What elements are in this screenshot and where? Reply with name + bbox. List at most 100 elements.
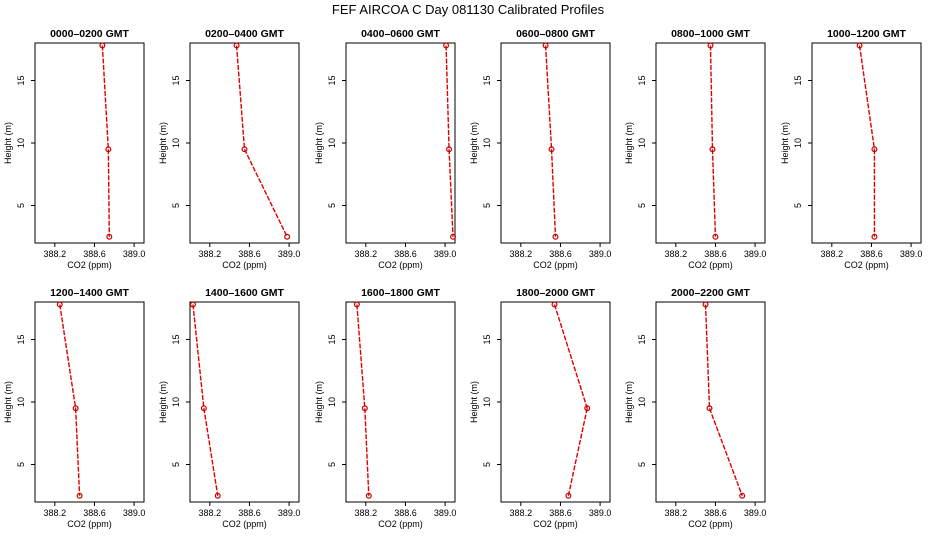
y-tick-label: 5: [482, 203, 492, 208]
chart-panel: 1600–1800 GMT 388.2 388.6 389.0 5 10 15 CO2 (pp…: [314, 287, 456, 529]
x-tick-label: 389.0: [123, 249, 146, 259]
y-axis-label: Height (m): [469, 122, 479, 164]
chart-panel: 0800–1000 GMT 388.2 388.6 389.0 5 10 15 CO2 (pp…: [624, 28, 766, 270]
x-tick-label: 389.0: [278, 249, 301, 259]
x-axis-label: CO2 (ppm): [378, 519, 423, 529]
x-tick-label: 389.0: [434, 508, 457, 518]
data-point: [871, 146, 878, 153]
y-axis-label: Height (m): [624, 122, 634, 164]
x-axis-label: CO2 (ppm): [67, 519, 112, 529]
series-segment: [550, 149, 557, 237]
y-tick-label: 10: [171, 397, 181, 407]
x-axis-label: CO2 (ppm): [688, 260, 733, 270]
x-axis-label: CO2 (ppm): [222, 260, 267, 270]
series-segment: [858, 45, 876, 150]
y-tick-label: 15: [327, 334, 337, 344]
series-segment: [445, 45, 450, 150]
data-point: [552, 233, 559, 240]
data-point: [739, 492, 746, 499]
x-tick-label: 388.2: [199, 249, 222, 259]
data-point: [99, 42, 106, 49]
panel-title: 0200–0400 GMT: [205, 28, 284, 40]
y-tick-label: 10: [482, 138, 492, 148]
data-point: [106, 233, 113, 240]
data-point: [542, 42, 549, 49]
series-segment: [356, 304, 366, 409]
chart-panel: 1800–2000 GMT 388.2 388.6 389.0 5 10 15 CO2 (pp…: [469, 287, 611, 529]
y-tick-label: 5: [482, 462, 492, 467]
y-axis-label: Height (m): [469, 381, 479, 423]
x-tick-label: 388.2: [821, 249, 844, 259]
x-tick-label: 388.2: [665, 249, 688, 259]
x-tick-label: 389.0: [589, 508, 612, 518]
y-tick-label: 5: [637, 462, 647, 467]
x-axis-label: CO2 (ppm): [533, 260, 578, 270]
y-tick-label: 5: [327, 462, 337, 467]
data-point: [871, 233, 878, 240]
data-point: [214, 492, 221, 499]
series-segment: [364, 408, 370, 496]
y-axis-label: Height (m): [624, 381, 634, 423]
x-tick-label: 389.0: [744, 249, 767, 259]
panel-title: 1200–1400 GMT: [50, 287, 129, 299]
y-tick-label: 15: [16, 334, 26, 344]
y-axis-label: Height (m): [780, 122, 790, 164]
panel-title: 0000–0200 GMT: [50, 28, 129, 40]
x-axis-label: CO2 (ppm): [378, 260, 423, 270]
data-point: [712, 233, 719, 240]
y-tick-label: 10: [327, 138, 337, 148]
x-tick-label: 389.0: [434, 249, 457, 259]
panel-title: 1000–1200 GMT: [827, 28, 906, 40]
x-tick-label: 388.6: [83, 508, 106, 518]
series-segment: [243, 148, 288, 238]
plot-frame: [500, 42, 611, 244]
data-point: [446, 146, 453, 153]
y-axis-label: Height (m): [314, 381, 324, 423]
data-point: [856, 42, 863, 49]
series-segment: [448, 149, 454, 237]
y-tick-label: 15: [793, 75, 803, 85]
series-segment: [74, 408, 81, 496]
y-tick-label: 5: [16, 203, 26, 208]
plot-frame: [655, 301, 766, 503]
x-tick-label: 388.6: [394, 508, 417, 518]
y-axis-label: Height (m): [314, 122, 324, 164]
plot-frame: [34, 42, 145, 244]
x-tick-label: 388.2: [355, 508, 378, 518]
series-segment: [704, 304, 711, 409]
data-point: [443, 42, 450, 49]
x-tick-label: 388.2: [44, 249, 67, 259]
y-tick-label: 10: [637, 397, 647, 407]
series-segment: [59, 304, 77, 409]
y-tick-label: 10: [171, 138, 181, 148]
panel-title: 1400–1600 GMT: [205, 287, 284, 299]
data-point: [706, 405, 713, 412]
y-tick-label: 5: [637, 203, 647, 208]
y-tick-label: 10: [793, 138, 803, 148]
y-tick-label: 15: [482, 334, 492, 344]
panel-title: 0400–0600 GMT: [361, 28, 440, 40]
x-tick-label: 388.2: [510, 249, 533, 259]
y-axis-label: Height (m): [3, 122, 13, 164]
series-segment: [203, 408, 219, 496]
chart-panel: 1200–1400 GMT 388.2 388.6 389.0 5 10 15 CO2 (pp…: [3, 287, 145, 529]
y-axis-label: Height (m): [3, 381, 13, 423]
y-tick-label: 5: [16, 462, 26, 467]
x-tick-label: 389.0: [123, 508, 146, 518]
x-tick-label: 388.6: [704, 508, 727, 518]
series-segment: [567, 408, 588, 496]
y-tick-label: 5: [327, 203, 337, 208]
x-tick-label: 388.6: [83, 249, 106, 259]
plot-frame: [811, 42, 922, 244]
x-tick-label: 388.2: [355, 249, 378, 259]
data-point: [284, 233, 291, 240]
series-segment: [708, 408, 743, 496]
data-point: [72, 405, 79, 412]
chart-panel: 0000–0200 GMT 388.2 388.6 389.0 5 10 15 CO2 (pp…: [3, 28, 145, 270]
panel-title: 0800–1000 GMT: [671, 28, 750, 40]
x-tick-label: 388.2: [665, 508, 688, 518]
y-tick-label: 10: [16, 138, 26, 148]
y-tick-label: 15: [637, 334, 647, 344]
series-segment: [709, 45, 714, 150]
